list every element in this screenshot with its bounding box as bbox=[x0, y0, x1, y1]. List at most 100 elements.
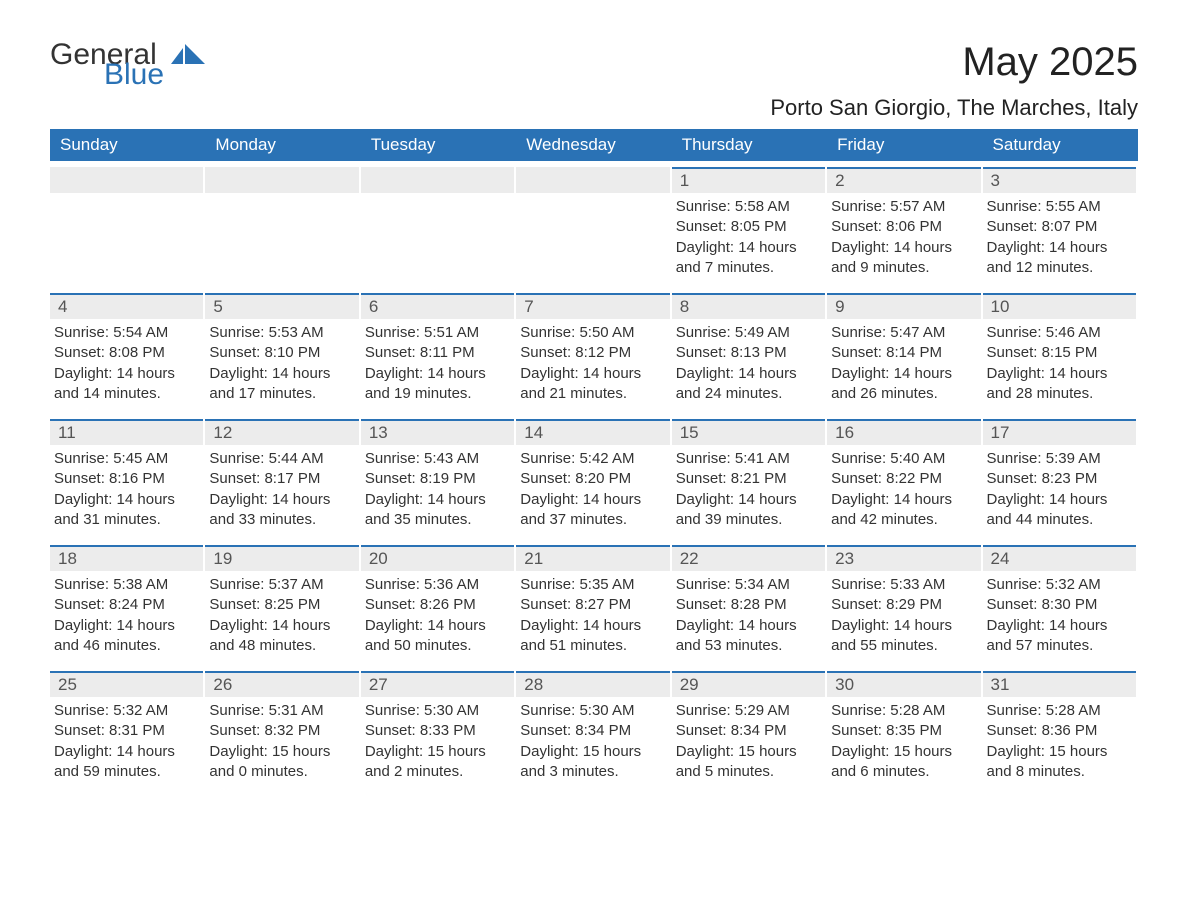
sunrise-text: Sunrise: 5:51 AM bbox=[365, 323, 510, 343]
sunset-text: Sunset: 8:34 PM bbox=[520, 721, 665, 741]
weekday-header: Friday bbox=[827, 129, 982, 161]
sunrise-text: Sunrise: 5:28 AM bbox=[831, 701, 976, 721]
sunrise-text: Sunrise: 5:34 AM bbox=[676, 575, 821, 595]
daylight-text: Daylight: 14 hours and 39 minutes. bbox=[676, 490, 821, 531]
day-cell: 23Sunrise: 5:33 AMSunset: 8:29 PMDayligh… bbox=[827, 545, 982, 665]
daylight-text: Daylight: 15 hours and 0 minutes. bbox=[209, 742, 354, 783]
daylight-text: Daylight: 14 hours and 14 minutes. bbox=[54, 364, 199, 405]
day-body: Sunrise: 5:51 AMSunset: 8:11 PMDaylight:… bbox=[361, 323, 516, 404]
day-body: Sunrise: 5:49 AMSunset: 8:13 PMDaylight:… bbox=[672, 323, 827, 404]
day-number: 1 bbox=[672, 167, 825, 193]
day-body: Sunrise: 5:37 AMSunset: 8:25 PMDaylight:… bbox=[205, 575, 360, 656]
daylight-text: Daylight: 14 hours and 21 minutes. bbox=[520, 364, 665, 405]
sunrise-text: Sunrise: 5:32 AM bbox=[54, 701, 199, 721]
sunrise-text: Sunrise: 5:49 AM bbox=[676, 323, 821, 343]
sunrise-text: Sunrise: 5:36 AM bbox=[365, 575, 510, 595]
day-body: Sunrise: 5:41 AMSunset: 8:21 PMDaylight:… bbox=[672, 449, 827, 530]
daylight-text: Daylight: 14 hours and 17 minutes. bbox=[209, 364, 354, 405]
day-cell: 16 Sunrise: 5:40 AMSunset: 8:22 PMDayligh… bbox=[827, 419, 982, 539]
sunrise-text: Sunrise: 5:55 AM bbox=[987, 197, 1132, 217]
sunrise-text: Sunrise: 5:30 AM bbox=[520, 701, 665, 721]
sunrise-text: Sunrise: 5:43 AM bbox=[365, 449, 510, 469]
day-body: Sunrise: 5:38 AMSunset: 8:24 PMDaylight:… bbox=[50, 575, 205, 656]
day-number: 11 bbox=[50, 419, 203, 445]
week-row: 4Sunrise: 5:54 AMSunset: 8:08 PMDaylight… bbox=[50, 293, 1138, 413]
sunset-text: Sunset: 8:08 PM bbox=[54, 343, 199, 363]
day-cell: 27Sunrise: 5:30 AMSunset: 8:33 PMDayligh… bbox=[361, 671, 516, 791]
day-cell: 9Sunrise: 5:47 AMSunset: 8:14 PMDaylight… bbox=[827, 293, 982, 413]
sunset-text: Sunset: 8:32 PM bbox=[209, 721, 354, 741]
day-cell: 17Sunrise: 5:39 AMSunset: 8:23 PMDayligh… bbox=[983, 419, 1138, 539]
daylight-text: Daylight: 14 hours and 46 minutes. bbox=[54, 616, 199, 657]
weekday-header-row: Sunday Monday Tuesday Wednesday Thursday… bbox=[50, 129, 1138, 161]
day-number: 31 bbox=[983, 671, 1136, 697]
weekday-header: Saturday bbox=[983, 129, 1138, 161]
day-cell bbox=[516, 167, 671, 287]
day-number: 13 bbox=[361, 419, 514, 445]
day-number bbox=[50, 167, 203, 193]
sunrise-text: Sunrise: 5:57 AM bbox=[831, 197, 976, 217]
sunset-text: Sunset: 8:07 PM bbox=[987, 217, 1132, 237]
day-cell: 6 Sunrise: 5:51 AMSunset: 8:11 PMDaylight… bbox=[361, 293, 516, 413]
day-body: Sunrise: 5:42 AMSunset: 8:20 PMDaylight:… bbox=[516, 449, 671, 530]
day-number bbox=[361, 167, 514, 193]
day-number: 7 bbox=[516, 293, 669, 319]
sunrise-text: Sunrise: 5:31 AM bbox=[209, 701, 354, 721]
day-cell: 20Sunrise: 5:36 AMSunset: 8:26 PMDayligh… bbox=[361, 545, 516, 665]
day-number: 4 bbox=[50, 293, 203, 319]
sunrise-text: Sunrise: 5:30 AM bbox=[365, 701, 510, 721]
day-cell: 19 Sunrise: 5:37 AMSunset: 8:25 PMDayligh… bbox=[205, 545, 360, 665]
day-body: Sunrise: 5:30 AMSunset: 8:34 PMDaylight:… bbox=[516, 701, 671, 782]
day-number: 22 bbox=[672, 545, 825, 571]
day-number bbox=[516, 167, 669, 193]
day-number: 24 bbox=[983, 545, 1136, 571]
day-number: 14 bbox=[516, 419, 669, 445]
day-cell: 31Sunrise: 5:28 AMSunset: 8:36 PMDayligh… bbox=[983, 671, 1138, 791]
day-cell: 2Sunrise: 5:57 AMSunset: 8:06 PMDaylight… bbox=[827, 167, 982, 287]
day-number: 28 bbox=[516, 671, 669, 697]
day-body: Sunrise: 5:31 AMSunset: 8:32 PMDaylight:… bbox=[205, 701, 360, 782]
sunset-text: Sunset: 8:13 PM bbox=[676, 343, 821, 363]
sunset-text: Sunset: 8:11 PM bbox=[365, 343, 510, 363]
sunrise-text: Sunrise: 5:47 AM bbox=[831, 323, 976, 343]
sunrise-text: Sunrise: 5:46 AM bbox=[987, 323, 1132, 343]
daylight-text: Daylight: 14 hours and 37 minutes. bbox=[520, 490, 665, 531]
day-cell: 1Sunrise: 5:58 AMSunset: 8:05 PMDaylight… bbox=[672, 167, 827, 287]
day-number: 19 bbox=[205, 545, 358, 571]
daylight-text: Daylight: 15 hours and 2 minutes. bbox=[365, 742, 510, 783]
day-body: Sunrise: 5:32 AMSunset: 8:31 PMDaylight:… bbox=[50, 701, 205, 782]
sunset-text: Sunset: 8:33 PM bbox=[365, 721, 510, 741]
day-body: Sunrise: 5:28 AMSunset: 8:35 PMDaylight:… bbox=[827, 701, 982, 782]
day-cell: 12Sunrise: 5:44 AMSunset: 8:17 PMDayligh… bbox=[205, 419, 360, 539]
sunset-text: Sunset: 8:31 PM bbox=[54, 721, 199, 741]
day-body: Sunrise: 5:47 AMSunset: 8:14 PMDaylight:… bbox=[827, 323, 982, 404]
sunset-text: Sunset: 8:20 PM bbox=[520, 469, 665, 489]
sunset-text: Sunset: 8:05 PM bbox=[676, 217, 821, 237]
sunset-text: Sunset: 8:27 PM bbox=[520, 595, 665, 615]
page-header: General Blue May 2025 Porto San Giorgio,… bbox=[50, 40, 1138, 121]
day-number: 6 bbox=[361, 293, 514, 319]
day-number: 17 bbox=[983, 419, 1136, 445]
day-number: 5 bbox=[205, 293, 358, 319]
day-body: Sunrise: 5:43 AMSunset: 8:19 PMDaylight:… bbox=[361, 449, 516, 530]
sunrise-text: Sunrise: 5:39 AM bbox=[987, 449, 1132, 469]
sunrise-text: Sunrise: 5:40 AM bbox=[831, 449, 976, 469]
day-number: 16 bbox=[827, 419, 980, 445]
sunset-text: Sunset: 8:35 PM bbox=[831, 721, 976, 741]
sunrise-text: Sunrise: 5:42 AM bbox=[520, 449, 665, 469]
day-body: Sunrise: 5:40 AMSunset: 8:22 PMDaylight:… bbox=[827, 449, 982, 530]
day-body: Sunrise: 5:57 AMSunset: 8:06 PMDaylight:… bbox=[827, 197, 982, 278]
daylight-text: Daylight: 14 hours and 28 minutes. bbox=[987, 364, 1132, 405]
sunrise-text: Sunrise: 5:44 AM bbox=[209, 449, 354, 469]
sunrise-text: Sunrise: 5:37 AM bbox=[209, 575, 354, 595]
day-number: 12 bbox=[205, 419, 358, 445]
weekday-header: Tuesday bbox=[361, 129, 516, 161]
sunset-text: Sunset: 8:10 PM bbox=[209, 343, 354, 363]
sunset-text: Sunset: 8:17 PM bbox=[209, 469, 354, 489]
day-cell: 13 Sunrise: 5:43 AMSunset: 8:19 PMDayligh… bbox=[361, 419, 516, 539]
daylight-text: Daylight: 15 hours and 3 minutes. bbox=[520, 742, 665, 783]
daylight-text: Daylight: 14 hours and 9 minutes. bbox=[831, 238, 976, 279]
day-cell: 10Sunrise: 5:46 AMSunset: 8:15 PMDayligh… bbox=[983, 293, 1138, 413]
week-row: 25Sunrise: 5:32 AMSunset: 8:31 PMDayligh… bbox=[50, 671, 1138, 791]
sunset-text: Sunset: 8:34 PM bbox=[676, 721, 821, 741]
